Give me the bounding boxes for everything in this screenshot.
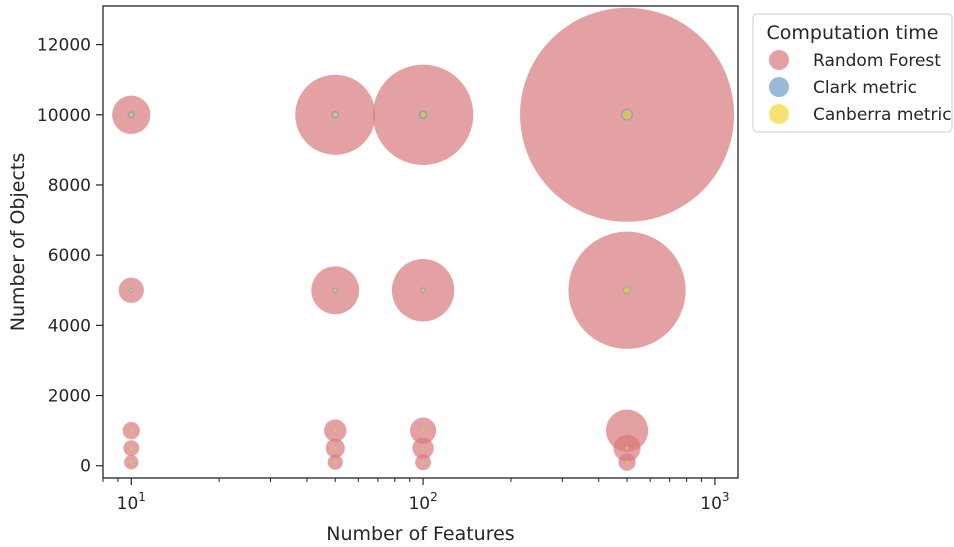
legend-entry-label: Random Forest xyxy=(813,51,941,71)
bubble-point xyxy=(129,288,133,292)
y-tick-label: 8000 xyxy=(48,176,91,196)
x-tick-label: 103 xyxy=(700,490,729,514)
legend-entry-label: Canberra metric xyxy=(813,105,952,125)
bubble-point xyxy=(129,112,134,117)
bubble-point xyxy=(625,460,629,464)
y-tick-label: 6000 xyxy=(48,246,91,266)
bubble-point xyxy=(623,287,631,294)
y-tick-label: 0 xyxy=(80,457,91,477)
y-tick-label: 2000 xyxy=(48,387,91,407)
series-canberra-metric xyxy=(129,110,632,464)
bubbles-clip-group xyxy=(112,7,735,471)
x-tick-label: 102 xyxy=(408,490,437,514)
bubble-point xyxy=(129,460,133,464)
bubble-point xyxy=(421,288,425,293)
x-tick-label: 101 xyxy=(117,490,146,514)
legend-title: Computation time xyxy=(767,22,939,44)
x-axis-label: Number of Features xyxy=(326,523,514,545)
bubble-point xyxy=(333,460,337,464)
bubbles-layer xyxy=(112,7,735,471)
plot-frame xyxy=(102,5,739,479)
bubble-point xyxy=(421,446,425,450)
series-random-forest xyxy=(112,7,735,471)
bubble-point xyxy=(420,112,426,118)
legend-marker xyxy=(769,104,789,124)
bubble-point xyxy=(129,429,133,433)
y-tick-label: 10000 xyxy=(37,106,91,126)
legend-entry-label: Clark metric xyxy=(813,78,917,98)
legend-box xyxy=(752,13,953,133)
bubble-point xyxy=(129,446,133,450)
bubble-point xyxy=(333,446,337,450)
bubble-point xyxy=(622,110,632,120)
axes-layer: 0 2000 4000 6000 8000 10000 12000 101 102 103 xyxy=(37,36,730,514)
bubble-point xyxy=(332,112,338,118)
bubble-point xyxy=(625,429,629,433)
bubble-point xyxy=(421,460,425,464)
legend-marker xyxy=(769,50,789,70)
legend: Computation time Random Forest Clark metr… xyxy=(752,13,953,133)
legend-items: Random Forest Clark metric Canberra metric xyxy=(769,50,952,125)
y-tick-label: 12000 xyxy=(37,36,91,56)
legend-marker xyxy=(769,77,789,97)
y-axis-label: Number of Objects xyxy=(7,153,29,332)
bubble-point xyxy=(421,429,425,433)
bubble-point xyxy=(333,288,337,292)
y-tick-label: 4000 xyxy=(48,316,91,336)
bubble-point xyxy=(333,429,337,433)
bubble-point xyxy=(625,446,629,450)
